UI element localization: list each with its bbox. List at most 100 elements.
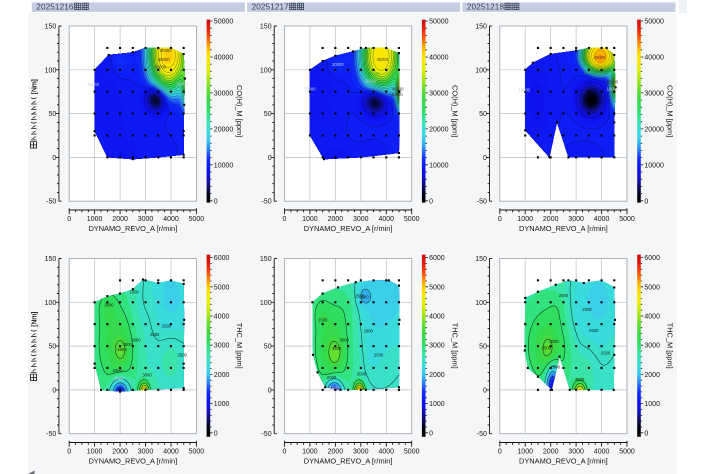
- svg-text:THC_M [ppm]: THC_M [ppm]: [235, 323, 244, 369]
- svg-text:3000: 3000: [353, 216, 369, 223]
- svg-text:40000: 40000: [391, 92, 403, 97]
- svg-text:6000: 6000: [644, 255, 660, 262]
- svg-text:0: 0: [429, 198, 433, 205]
- svg-text:0: 0: [483, 155, 487, 162]
- svg-text:DYNAMO_REVO_A [r/min]: DYNAMO_REVO_A [r/min]: [304, 224, 393, 233]
- svg-text:30000: 30000: [644, 90, 664, 97]
- svg-text:30000: 30000: [154, 65, 166, 70]
- svg-text:[Nm]: [Nm]: [32, 79, 39, 94]
- svg-text:0: 0: [52, 155, 56, 162]
- svg-text:4000: 4000: [214, 314, 230, 321]
- svg-text:3000: 3000: [214, 343, 230, 350]
- svg-text:150: 150: [45, 24, 57, 31]
- svg-text:-50: -50: [477, 431, 487, 438]
- svg-text:1000: 1000: [644, 401, 660, 408]
- svg-text:CO(H)_M [ppm]: CO(H)_M [ppm]: [450, 85, 459, 137]
- svg-text:10000: 10000: [304, 87, 316, 92]
- svg-text:3000: 3000: [429, 343, 445, 350]
- svg-text:100: 100: [45, 300, 57, 307]
- svg-text:CO(H)_M [ppm]: CO(H)_M [ppm]: [235, 85, 244, 137]
- svg-text:30000: 30000: [584, 70, 596, 75]
- svg-text:150: 150: [475, 256, 487, 263]
- svg-text:6000: 6000: [429, 255, 445, 262]
- svg-text:4000: 4000: [379, 449, 395, 456]
- svg-text:3000: 3000: [142, 373, 152, 378]
- svg-text:2500: 2500: [559, 293, 569, 298]
- svg-text:50: 50: [479, 111, 487, 118]
- svg-text:3000: 3000: [644, 343, 660, 350]
- svg-text:2000: 2000: [327, 375, 337, 380]
- svg-text:30000: 30000: [368, 72, 380, 77]
- svg-text:20000: 20000: [429, 126, 449, 133]
- svg-text:4000: 4000: [379, 216, 395, 223]
- svg-text:50: 50: [479, 344, 487, 351]
- svg-text:3000: 3000: [131, 338, 141, 343]
- svg-text:5000: 5000: [619, 216, 635, 223]
- svg-text:10000: 10000: [607, 87, 619, 92]
- svg-text:4000: 4000: [117, 347, 127, 352]
- svg-text:20251218: 20251218: [467, 3, 505, 12]
- svg-text:2000: 2000: [582, 307, 592, 312]
- svg-text:40000: 40000: [392, 87, 404, 92]
- svg-text:[Nm]: [Nm]: [32, 312, 39, 327]
- svg-text:10000: 10000: [429, 162, 449, 169]
- svg-text:50000: 50000: [644, 19, 664, 26]
- svg-text:0: 0: [283, 216, 287, 223]
- svg-text:30000: 30000: [214, 90, 234, 97]
- svg-text:THC_M [ppm]: THC_M [ppm]: [666, 323, 675, 369]
- svg-text:150: 150: [260, 24, 272, 31]
- svg-text:2500: 2500: [374, 352, 384, 357]
- svg-text:40000: 40000: [214, 55, 234, 62]
- svg-text:150: 150: [45, 256, 57, 263]
- svg-text:3500: 3500: [332, 346, 342, 351]
- svg-text:0: 0: [498, 449, 502, 456]
- svg-text:0: 0: [268, 155, 272, 162]
- svg-text:2000: 2000: [551, 365, 561, 370]
- svg-text:30000: 30000: [429, 90, 449, 97]
- svg-text:6000: 6000: [214, 255, 230, 262]
- svg-text:-50: -50: [261, 199, 271, 206]
- svg-text:-50: -50: [477, 199, 487, 206]
- svg-text:5000: 5000: [404, 449, 420, 456]
- svg-text:5000: 5000: [189, 449, 205, 456]
- svg-text:0: 0: [483, 387, 487, 394]
- svg-text:20000: 20000: [606, 80, 618, 85]
- svg-text:5000: 5000: [404, 216, 420, 223]
- svg-text:-50: -50: [46, 199, 56, 206]
- svg-text:100: 100: [260, 67, 272, 74]
- svg-text:4000: 4000: [163, 449, 179, 456]
- svg-text:DYNAMO_REVO_A [r/min]: DYNAMO_REVO_A [r/min]: [304, 457, 393, 466]
- svg-text:1000: 1000: [302, 216, 318, 223]
- svg-text:3000: 3000: [138, 216, 154, 223]
- svg-text:0: 0: [67, 216, 71, 223]
- svg-text:50000: 50000: [429, 19, 449, 26]
- svg-text:20000: 20000: [214, 126, 234, 133]
- svg-text:100: 100: [475, 300, 487, 307]
- svg-text:0: 0: [283, 449, 287, 456]
- svg-text:50: 50: [264, 344, 272, 351]
- svg-text:150: 150: [260, 256, 272, 263]
- svg-text:2000: 2000: [543, 216, 559, 223]
- svg-text:1000: 1000: [87, 216, 103, 223]
- svg-text:5000: 5000: [429, 284, 445, 291]
- svg-text:3500: 3500: [123, 342, 133, 347]
- svg-text:50: 50: [49, 111, 57, 118]
- svg-text:2500: 2500: [355, 294, 365, 299]
- svg-text:20251217: 20251217: [252, 3, 290, 12]
- svg-text:40000: 40000: [158, 57, 170, 62]
- svg-text:10000: 10000: [214, 162, 234, 169]
- svg-text:4000: 4000: [594, 216, 610, 223]
- svg-text:1000: 1000: [302, 449, 318, 456]
- svg-text:THC_M [ppm]: THC_M [ppm]: [450, 323, 459, 369]
- svg-text:50: 50: [264, 111, 272, 118]
- svg-text:100: 100: [260, 300, 272, 307]
- svg-text:0: 0: [52, 387, 56, 394]
- svg-text:3000: 3000: [549, 339, 559, 344]
- svg-text:3000: 3000: [353, 449, 369, 456]
- svg-text:2500: 2500: [601, 351, 611, 356]
- svg-text:DYNAMO_REVO_A [r/min]: DYNAMO_REVO_A [r/min]: [88, 457, 177, 466]
- svg-text:5000: 5000: [619, 449, 635, 456]
- svg-text:[Nm]: [Nm]: [32, 312, 39, 327]
- svg-text:-50: -50: [46, 431, 56, 438]
- svg-text:3000: 3000: [340, 338, 350, 343]
